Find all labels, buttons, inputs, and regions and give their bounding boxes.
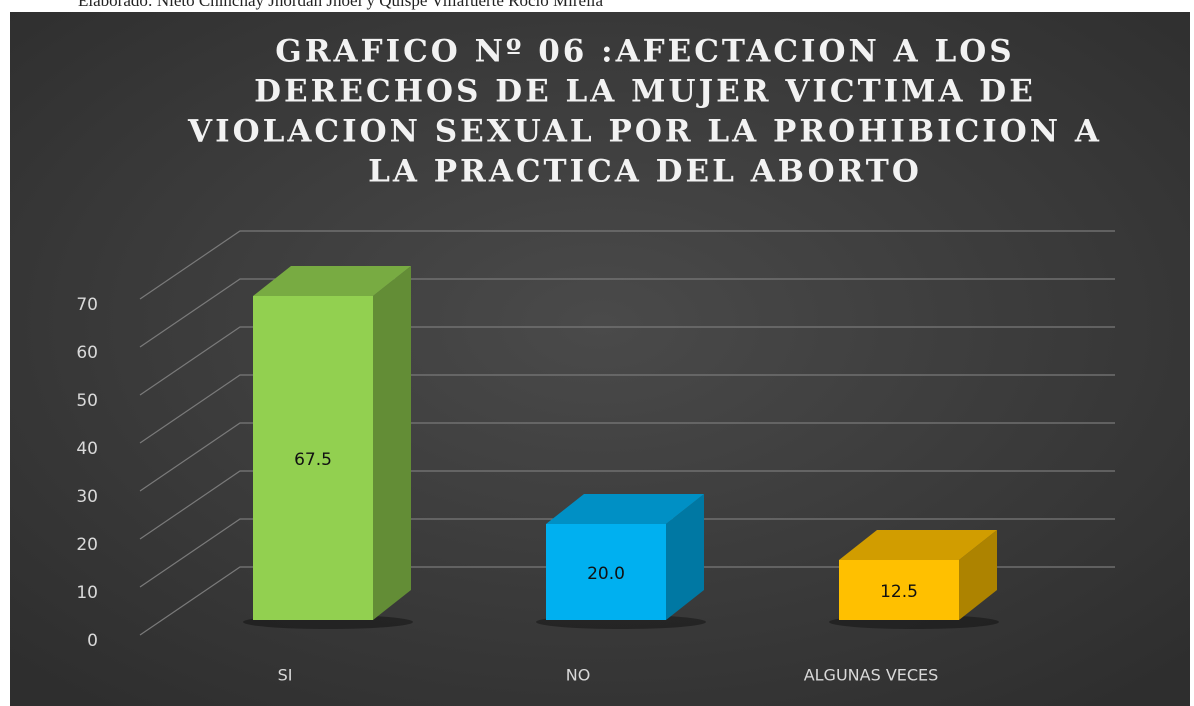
grid-line bbox=[139, 278, 1115, 348]
grid-line bbox=[139, 470, 1115, 540]
grid-line bbox=[139, 566, 1115, 636]
y-tick-label: 10 bbox=[76, 583, 98, 603]
chart-title: LA PRACTICA DEL ABORTO bbox=[368, 154, 922, 190]
bar-top bbox=[546, 494, 704, 524]
y-tick-label: 60 bbox=[76, 343, 98, 363]
bar bbox=[839, 560, 959, 620]
chart-title: DERECHOS DE LA MUJER VICTIMA DE bbox=[254, 74, 1036, 110]
x-tick-label: SI bbox=[278, 666, 293, 685]
y-tick-label: 20 bbox=[76, 535, 98, 555]
grid-line bbox=[139, 422, 1115, 492]
data-label: 67.5 bbox=[294, 450, 332, 470]
bar bbox=[546, 524, 666, 620]
bar-top bbox=[253, 266, 411, 296]
chart-title: VIOLACION SEXUAL POR LA PROHIBICION A bbox=[187, 114, 1102, 150]
y-tick-label: 40 bbox=[76, 439, 98, 459]
bar-top bbox=[839, 530, 997, 560]
y-tick-label: 70 bbox=[76, 295, 98, 315]
x-tick-label: ALGUNAS VECES bbox=[804, 666, 939, 685]
source-note: Elaborado: Nieto Chinchay Jhordan Jhoel … bbox=[78, 0, 604, 10]
bar-side bbox=[666, 494, 704, 620]
y-tick-label: 30 bbox=[76, 487, 98, 507]
data-label: 20.0 bbox=[587, 564, 625, 584]
grid-line bbox=[139, 230, 1115, 300]
grid-line bbox=[139, 518, 1115, 588]
data-label: 12.5 bbox=[880, 582, 918, 602]
bar-side bbox=[373, 266, 411, 620]
grid-line bbox=[139, 374, 1115, 444]
chart-title: GRAFICO Nº 06 :AFECTACION A LOS bbox=[275, 34, 1014, 70]
y-tick-label: 50 bbox=[76, 391, 98, 411]
grid-line bbox=[139, 326, 1115, 396]
y-tick-label: 0 bbox=[87, 631, 98, 651]
bar bbox=[253, 296, 373, 620]
x-tick-label: NO bbox=[566, 666, 591, 685]
